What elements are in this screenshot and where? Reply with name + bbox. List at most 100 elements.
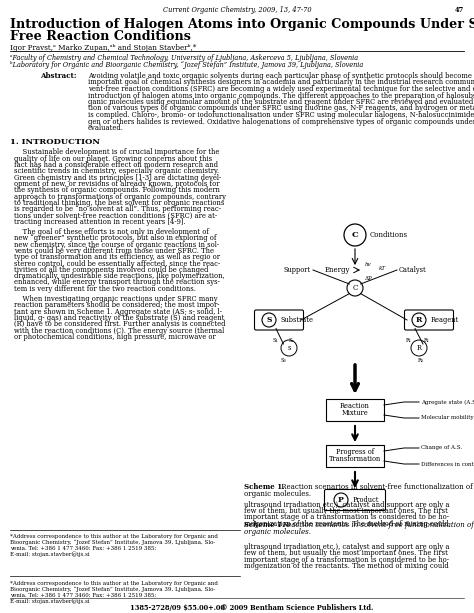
Text: gen or others halides is reviewed. Oxidative halogenations of comprehensive type: gen or others halides is reviewed. Oxida… [88, 118, 474, 126]
Text: venia. Tel: +386 1 477 3460; Fax: +386 1 2519 385;: venia. Tel: +386 1 477 3460; Fax: +386 1… [10, 546, 156, 550]
Text: tion of various types of organic compounds under SFRC using fluorine gas, N-F re: tion of various types of organic compoun… [88, 104, 474, 113]
Text: R₁: R₁ [406, 338, 412, 343]
Text: Current Organic Chemistry, 2009, 13, 47-70: Current Organic Chemistry, 2009, 13, 47-… [163, 6, 311, 14]
Text: s: s [287, 344, 291, 352]
Text: vent-free reaction conditions (SFRC) are becoming a widely used experimental tec: vent-free reaction conditions (SFRC) are… [88, 85, 474, 93]
Text: tracting increased attention in recent years [4-9].: tracting increased attention in recent y… [14, 218, 186, 226]
Text: the synthesis of organic compounds. Following this modern: the synthesis of organic compounds. Foll… [14, 186, 220, 194]
Text: 1385-2728/09 $55.00+.00: 1385-2728/09 $55.00+.00 [129, 604, 224, 612]
Text: Bioorganic Chemistry, “Jozef Stefan” Institute, Jamova 39, Ljubljana, Slo-: Bioorganic Chemistry, “Jozef Stefan” Ins… [10, 587, 215, 592]
Text: Sₓ: Sₓ [288, 338, 294, 343]
Text: Progress of: Progress of [336, 448, 374, 456]
Text: hv: hv [365, 262, 372, 267]
Text: ΔP: ΔP [365, 276, 373, 281]
Text: organic molecules.: organic molecules. [244, 528, 311, 536]
Text: Sustainable development is of crucial importance for the: Sustainable development is of crucial im… [14, 148, 219, 156]
Text: R₁: R₁ [424, 338, 430, 343]
Text: reaction parameters should be considered; the most impor-: reaction parameters should be considered… [14, 302, 219, 310]
Text: Igor Pravst,ᵃ Marko Zupan,ᵃᵇ and Stojan Stavberᵇ,*: Igor Pravst,ᵃ Marko Zupan,ᵃᵇ and Stojan … [10, 44, 196, 52]
Text: Energy: Energy [325, 266, 350, 274]
Text: Green chemistry and its principles [1-3] are dictating devel-: Green chemistry and its principles [1-3]… [14, 173, 221, 181]
Text: Product: Product [353, 496, 380, 504]
Text: When investigating organic reactions under SFRC many: When investigating organic reactions und… [14, 295, 218, 303]
Text: quality of life on our planet. Growing concerns about this: quality of life on our planet. Growing c… [14, 155, 212, 163]
Text: Conditions: Conditions [370, 231, 408, 239]
Text: venia. Tel: +386 1 477 3460; Fax: +386 1 2519 385;: venia. Tel: +386 1 477 3460; Fax: +386 1… [10, 593, 156, 598]
Text: E-mail: stojan.stavber@ijs.si: E-mail: stojan.stavber@ijs.si [10, 599, 90, 604]
Text: Catalyst: Catalyst [399, 266, 427, 274]
Text: *Address correspondence to this author at the Laboratory for Organic and: *Address correspondence to this author a… [10, 534, 218, 539]
Text: Free Reaction Conditions: Free Reaction Conditions [10, 30, 191, 43]
Text: is regarded to be “no solvent at all”. Thus, performing reac-: is regarded to be “no solvent at all”. T… [14, 205, 221, 213]
Text: Abstract:: Abstract: [40, 72, 76, 80]
Text: ultrasound irradiation etc.), catalyst and support are only a: ultrasound irradiation etc.), catalyst a… [244, 543, 449, 551]
Text: 1. INTRODUCTION: 1. INTRODUCTION [10, 139, 100, 147]
Text: vents could be very different from those under SFRC. The: vents could be very different from those… [14, 247, 214, 255]
Text: Introduction of Halogen Atoms into Organic Compounds Under Solvent-: Introduction of Halogen Atoms into Organ… [10, 18, 474, 31]
Text: Reaction scenarios in solvent-free functionalization of: Reaction scenarios in solvent-free funct… [282, 521, 474, 529]
Text: scientific trends in chemistry, especially organic chemistry.: scientific trends in chemistry, especial… [14, 167, 219, 175]
Text: stereo control, could be essentially affected, since the reac-: stereo control, could be essentially aff… [14, 259, 220, 268]
Text: C: C [352, 231, 358, 239]
Text: to traditional thinking, the best solvent for organic reactions: to traditional thinking, the best solven… [14, 199, 224, 207]
Text: Differences in contacts: Differences in contacts [421, 462, 474, 466]
Text: The goal of these efforts is not only in development of: The goal of these efforts is not only in… [14, 228, 209, 236]
Text: ganic molecules using equimolar amount of the substrate and reagent under SFRC a: ganic molecules using equimolar amount o… [88, 98, 474, 106]
Text: important goal of chemical synthesis designers in academia and particularly in t: important goal of chemical synthesis des… [88, 78, 474, 86]
Text: Reagent: Reagent [431, 316, 459, 324]
Text: 47: 47 [455, 6, 464, 14]
Text: tem is very different for the two reaction conditions.: tem is very different for the two reacti… [14, 285, 196, 293]
Text: (R) have to be considered first. Further analysis is connected: (R) have to be considered first. Further… [14, 321, 226, 329]
Text: R: R [417, 344, 421, 352]
Text: kT: kT [379, 267, 386, 272]
Text: Agregate state (A.S.): Agregate state (A.S.) [421, 399, 474, 405]
Text: important stage of a transformation is considered to be ho-: important stage of a transformation is c… [244, 555, 449, 563]
Text: Avoiding volatile and toxic organic solvents during each particular phase of syn: Avoiding volatile and toxic organic solv… [88, 72, 472, 80]
Text: Bioorganic Chemistry, “Jozef Stefan” Institute, Jamova 39, Ljubljana, Slo-: Bioorganic Chemistry, “Jozef Stefan” Ins… [10, 540, 215, 545]
Text: Molecular mobility: Molecular mobility [421, 416, 474, 421]
Text: *Address correspondence to this author at the Laboratory for Organic and: *Address correspondence to this author a… [10, 581, 218, 586]
Text: Support: Support [284, 266, 311, 274]
Text: C: C [352, 284, 358, 292]
Text: opment of new, or revisions of already known, protocols for: opment of new, or revisions of already k… [14, 180, 219, 188]
Text: evaluated.: evaluated. [88, 124, 124, 132]
Text: mogenization of the reactants. The method of mixing could: mogenization of the reactants. The metho… [244, 562, 449, 570]
Text: Substrate: Substrate [281, 316, 314, 324]
Text: Scheme 1.: Scheme 1. [244, 483, 284, 491]
Text: type of transformation and its efficiency, as well as regio or: type of transformation and its efficienc… [14, 253, 220, 261]
Text: approach to transformations of organic compounds, contrary: approach to transformations of organic c… [14, 192, 226, 200]
Text: Change of A.S.: Change of A.S. [421, 446, 462, 451]
Text: S: S [266, 316, 272, 324]
Text: S₁: S₁ [272, 338, 278, 343]
Text: or photochemical conditions, high pressure, microwave or: or photochemical conditions, high pressu… [14, 333, 216, 341]
Text: dramatically, undesirable side reactions, like polymerization,: dramatically, undesirable side reactions… [14, 272, 225, 280]
Text: is compiled. Chloro-, bromo- or iodofunctionalisation under SFRC using molecular: is compiled. Chloro-, bromo- or iodofunc… [88, 111, 474, 119]
Text: ᵃFaculty of Chemistry and Chemical Technology, University of Ljubljana, Askercev: ᵃFaculty of Chemistry and Chemical Techn… [10, 54, 358, 62]
Text: mogenization of the reactants. The method of mixing could: mogenization of the reactants. The metho… [244, 520, 449, 528]
Text: Reaction: Reaction [340, 402, 370, 410]
Text: Reaction scenarios in solvent-free functionalization of: Reaction scenarios in solvent-free funct… [279, 483, 473, 491]
Text: Scheme 1.: Scheme 1. [244, 521, 284, 529]
Text: enhanced, while energy transport through the reaction sys-: enhanced, while energy transport through… [14, 278, 220, 286]
Text: introduction of halogen atoms into organic compounds. The different approaches t: introduction of halogen atoms into organ… [88, 91, 474, 99]
Text: tions under solvent-free reaction conditions (SFRC) are at-: tions under solvent-free reaction condit… [14, 211, 217, 219]
Text: Mixture: Mixture [342, 409, 368, 417]
Text: tant are shown in Scheme 1. Aggregate state (AS; s- solid, l-: tant are shown in Scheme 1. Aggregate st… [14, 308, 222, 316]
Text: few of them, but usually the most important ones. The first: few of them, but usually the most import… [244, 549, 448, 557]
Text: liquid, g- gas) and reactivity of the substrate (S) and reagent: liquid, g- gas) and reactivity of the su… [14, 314, 224, 322]
Text: S₀: S₀ [280, 357, 286, 362]
Text: R₀: R₀ [418, 357, 424, 362]
Text: Transformation: Transformation [329, 455, 381, 463]
Text: new “greener” synthetic protocols, but also in exploring of: new “greener” synthetic protocols, but a… [14, 234, 217, 242]
Text: R: R [416, 316, 422, 324]
Text: tivities of all the components involved could be changed: tivities of all the components involved … [14, 266, 209, 274]
Text: ᵇLaboratory for Organic and Bioorganic Chemistry, “Jozef Stefan” Institute, Jamo: ᵇLaboratory for Organic and Bioorganic C… [10, 61, 363, 69]
Text: few of them, but usually the most important ones. The first: few of them, but usually the most import… [244, 507, 448, 515]
Text: E-mail: stojan.stavber@ijs.si: E-mail: stojan.stavber@ijs.si [10, 552, 90, 557]
Text: organic molecules.: organic molecules. [244, 490, 311, 498]
Text: important stage of a transformation is considered to be ho-: important stage of a transformation is c… [244, 514, 449, 522]
Text: © 2009 Bentham Science Publishers Ltd.: © 2009 Bentham Science Publishers Ltd. [221, 604, 373, 612]
Text: ultrasound irradiation etc.), catalyst and support are only a: ultrasound irradiation etc.), catalyst a… [244, 501, 449, 509]
Text: fact has had a considerable effect on modern research and: fact has had a considerable effect on mo… [14, 161, 218, 169]
Text: P: P [338, 496, 344, 504]
